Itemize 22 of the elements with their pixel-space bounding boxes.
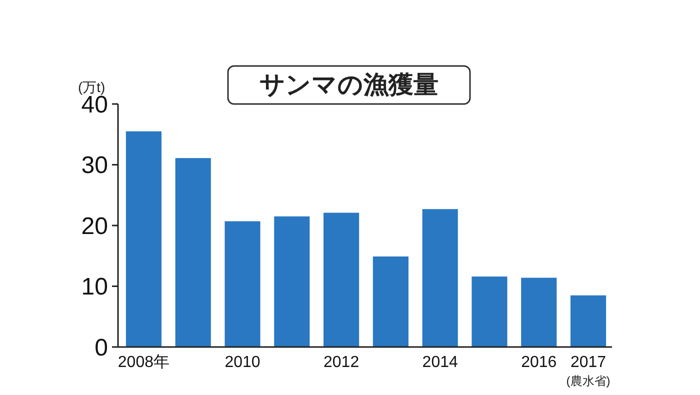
x-tick-label: 2012 bbox=[324, 354, 360, 371]
x-tick-label: 2008年 bbox=[118, 354, 170, 371]
x-tick-label: 2010 bbox=[224, 354, 260, 371]
text: (農水省) bbox=[566, 374, 610, 388]
bar bbox=[472, 276, 508, 347]
bar bbox=[224, 221, 260, 347]
x-tick-label: 2016 bbox=[521, 354, 557, 371]
bar bbox=[126, 131, 162, 347]
y-tick-label: 0 bbox=[94, 334, 108, 362]
y-tick-label: 30 bbox=[81, 152, 108, 180]
bar bbox=[175, 158, 211, 347]
y-tick-label: 20 bbox=[81, 212, 108, 240]
bar bbox=[570, 295, 606, 347]
x-tick-label: 2017 bbox=[570, 354, 606, 371]
bar bbox=[372, 256, 408, 347]
chart-title: サンマの漁獲量 bbox=[260, 71, 438, 99]
bar bbox=[521, 278, 557, 347]
y-tick-label: 10 bbox=[81, 274, 108, 301]
bar bbox=[422, 209, 458, 347]
bar bbox=[324, 212, 360, 347]
x-tick-label: 2014 bbox=[422, 354, 458, 371]
bar bbox=[274, 216, 310, 347]
